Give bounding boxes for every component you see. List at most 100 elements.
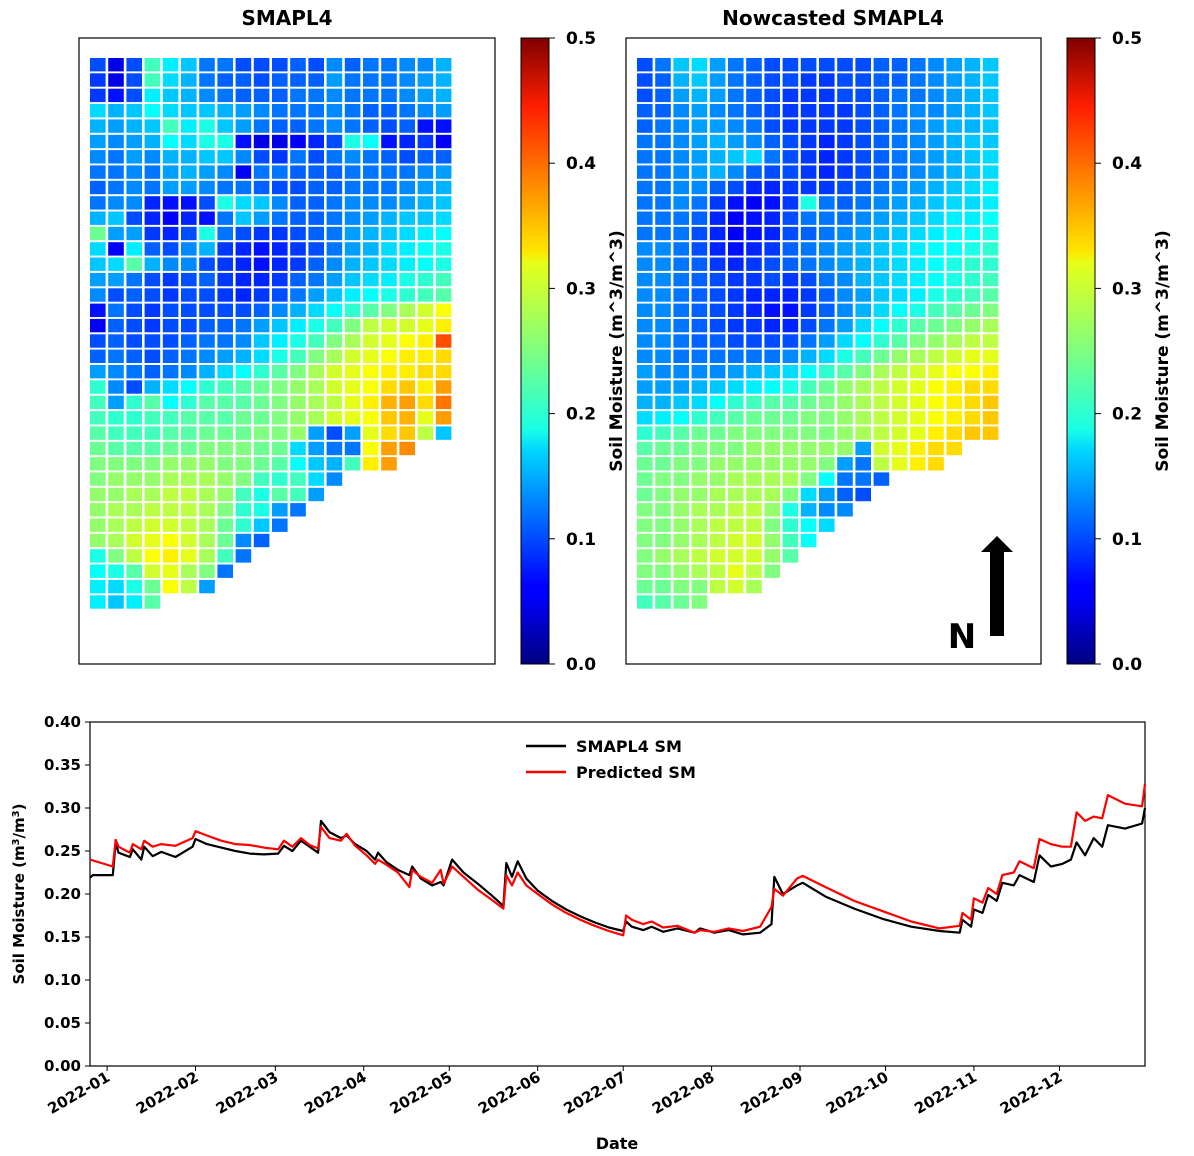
heatmap-cell [873, 119, 890, 133]
heatmap-cell [162, 533, 179, 548]
heatmap-cell [946, 365, 962, 379]
colorbar-tick-label: 0.3 [566, 279, 596, 299]
heatmap-cell [800, 226, 817, 241]
heatmap-cell [308, 426, 324, 440]
heatmap-cell [344, 303, 361, 317]
heatmap-cell [235, 196, 252, 210]
heatmap-cell [381, 318, 397, 333]
heatmap-cell [709, 472, 726, 486]
heatmap-cell [235, 88, 252, 103]
heatmap-cell [891, 457, 908, 471]
heatmap-cell [910, 196, 926, 210]
heatmap-cell [891, 242, 908, 256]
heatmap-cell [855, 349, 871, 363]
heatmap-cell [326, 165, 343, 179]
heatmap-cell [691, 196, 708, 210]
heatmap-cell [90, 180, 106, 195]
heatmap-cell [253, 150, 270, 164]
heatmap-cell [308, 334, 324, 348]
y-tick-label: 0.35 [44, 756, 81, 774]
heatmap-cell [199, 380, 215, 394]
heatmap-cell [90, 211, 106, 225]
heatmap-cell [381, 380, 397, 394]
heatmap-cell [782, 365, 799, 379]
y-tick-label: 0.10 [44, 971, 81, 989]
heatmap-cell [381, 441, 397, 456]
series-line-smapl4 [89, 807, 1147, 936]
heatmap-cell [144, 73, 161, 87]
heatmap-cell [964, 242, 981, 256]
heatmap-cell [655, 165, 671, 179]
heatmap-cell [344, 226, 361, 241]
heatmap-cell [272, 503, 288, 517]
heatmap-cell [108, 395, 124, 410]
heatmap-cell [782, 411, 799, 425]
heatmap-cell [363, 226, 379, 241]
heatmap-cell [910, 334, 926, 348]
heatmap-cell [837, 441, 853, 456]
heatmap-cell [199, 365, 215, 379]
heatmap-cell [326, 150, 343, 164]
heatmap-cell [964, 365, 981, 379]
heatmap-cell [637, 211, 653, 225]
heatmap-cell [290, 288, 306, 302]
heatmap-cell [800, 334, 817, 348]
heatmap-cell [782, 426, 799, 440]
heatmap-cell [144, 334, 161, 348]
heatmap-cell [235, 487, 252, 502]
heatmap-cell [709, 257, 726, 271]
colorbar-tick-label: 0.3 [1112, 279, 1142, 299]
heatmap-cell [655, 411, 671, 425]
heatmap-cell [199, 134, 215, 149]
heatmap-cell [655, 58, 671, 72]
heatmap-cell [399, 58, 415, 72]
heatmap-cell [800, 318, 817, 333]
heatmap-cell [344, 380, 361, 394]
heatmap-cell [381, 426, 397, 440]
heatmap-cell [363, 242, 379, 256]
heatmap-cell [746, 242, 762, 256]
heatmap-cell [928, 288, 944, 302]
heatmap-cell [417, 395, 434, 410]
heatmap-cell [910, 180, 926, 195]
heatmap-cell [946, 165, 962, 179]
heatmap-cell [709, 441, 726, 456]
legend: SMAPL4 SM Predicted SM [526, 737, 696, 782]
heatmap-cell [308, 288, 324, 302]
heatmap-cell [873, 457, 890, 471]
heatmap-cell [819, 426, 835, 440]
heatmap-cell [891, 288, 908, 302]
heatmap-cell [746, 411, 762, 425]
heatmap-cell [272, 395, 288, 410]
heatmap-cell [728, 349, 744, 363]
heatmap-cell [108, 257, 124, 271]
heatmap-cell [855, 334, 871, 348]
heatmap-cell [363, 411, 379, 425]
heatmap-cell [728, 58, 744, 72]
heatmap-cell [417, 334, 434, 348]
heatmap-cell [308, 365, 324, 379]
heatmap-cell [199, 226, 215, 241]
heatmap-cell [709, 211, 726, 225]
heatmap-cell [928, 134, 944, 149]
heatmap-cell [344, 58, 361, 72]
heatmap-cell [728, 441, 744, 456]
heatmap-cell [728, 380, 744, 394]
heatmap-cell [181, 303, 197, 317]
heatmap-frame [78, 37, 496, 665]
heatmap-cell [637, 88, 653, 103]
heatmap-cell [90, 58, 106, 72]
heatmap-cell [399, 211, 415, 225]
heatmap-cell [90, 457, 106, 471]
heatmap-cell [181, 180, 197, 195]
heatmap-cell [308, 180, 324, 195]
heatmap-cell [964, 211, 981, 225]
heatmap-cell [144, 472, 161, 486]
heatmap-cell [673, 595, 689, 609]
heatmap-cell [910, 73, 926, 87]
heatmap-cell [946, 334, 962, 348]
heatmap-cell [272, 288, 288, 302]
heatmap-cell [873, 411, 890, 425]
y-axis-label-end: ) [10, 804, 28, 811]
heatmap-cell [108, 226, 124, 241]
